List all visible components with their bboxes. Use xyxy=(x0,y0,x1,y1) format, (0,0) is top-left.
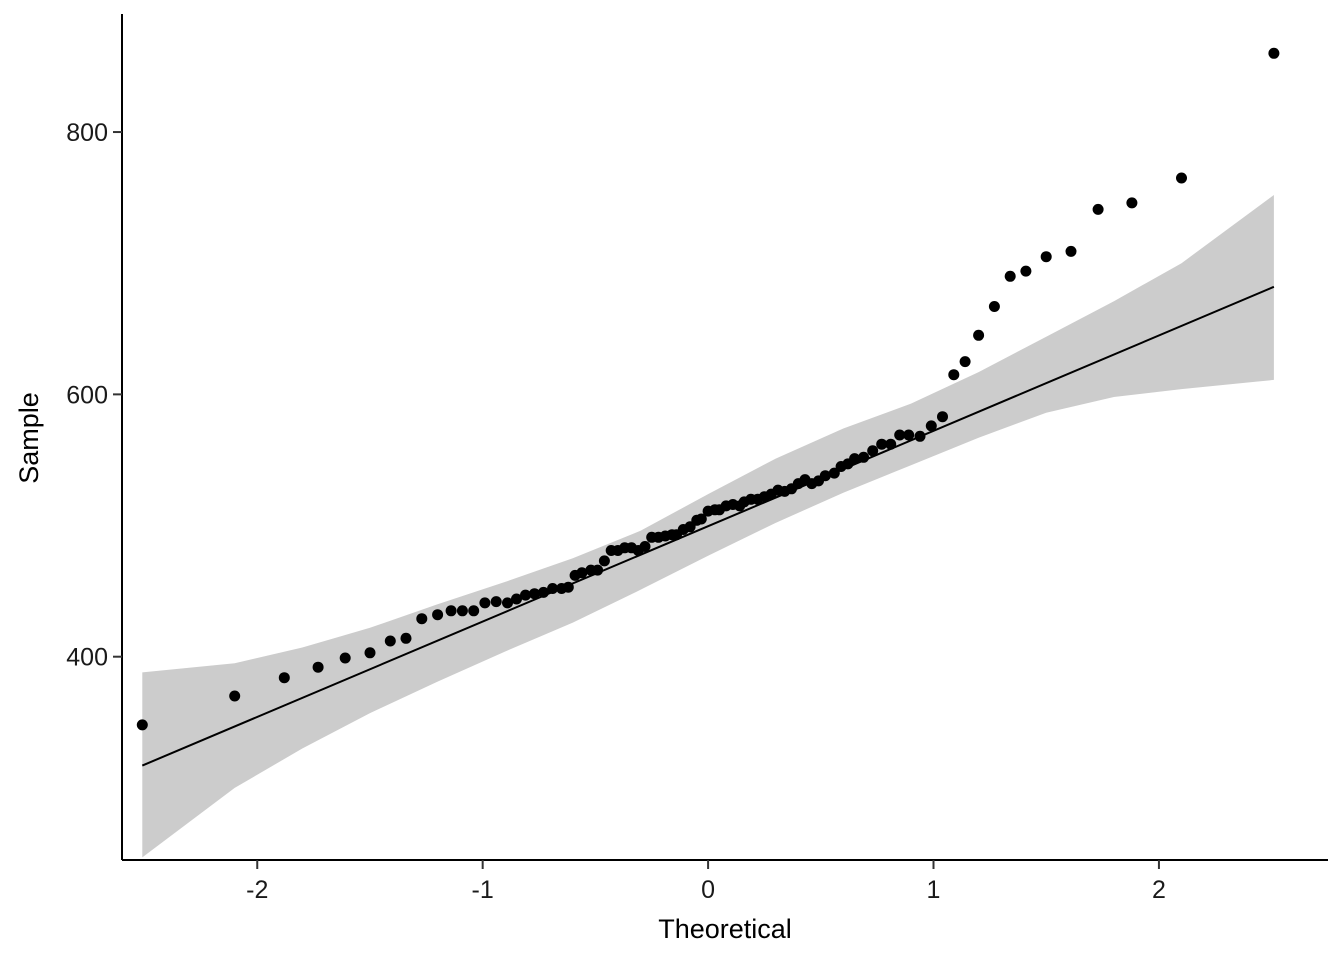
axes: -2 -1 0 1 2 400 600 800 xyxy=(66,14,1328,904)
x-axis-title: Theoretical xyxy=(658,914,792,944)
data-point xyxy=(1020,265,1032,277)
data-point xyxy=(384,635,396,647)
data-point xyxy=(562,581,574,593)
data-point xyxy=(925,420,937,432)
data-point xyxy=(229,690,241,702)
data-point xyxy=(1268,47,1280,59)
data-point xyxy=(1004,270,1016,282)
data-point xyxy=(520,589,531,601)
data-point xyxy=(903,429,915,441)
data-point xyxy=(819,470,831,482)
data-point xyxy=(914,430,926,442)
data-point xyxy=(547,583,559,594)
data-point xyxy=(598,555,610,567)
x-tick-label: 1 xyxy=(927,876,941,904)
y-tick-label: 800 xyxy=(66,119,108,147)
data-point xyxy=(695,513,707,525)
data-point xyxy=(445,605,457,617)
data-point xyxy=(858,451,870,463)
plot-area xyxy=(136,47,1280,858)
data-point xyxy=(849,453,861,465)
data-point xyxy=(278,672,290,684)
data-point xyxy=(400,632,412,644)
x-tick-label: -1 xyxy=(472,876,494,904)
data-point xyxy=(1092,203,1104,215)
data-point xyxy=(364,647,376,659)
data-point xyxy=(1176,172,1187,184)
data-point xyxy=(456,605,468,617)
y-tick-label: 600 xyxy=(66,381,108,409)
data-point xyxy=(479,597,491,609)
data-point xyxy=(1040,251,1052,263)
data-point xyxy=(576,567,588,579)
data-point xyxy=(1126,197,1138,209)
y-tick-label: 400 xyxy=(66,644,108,672)
data-point xyxy=(339,652,351,664)
y-axis-title: Sample xyxy=(14,392,44,484)
data-point xyxy=(502,597,513,609)
data-point xyxy=(937,411,948,423)
x-tick-label: 0 xyxy=(701,876,715,904)
data-point xyxy=(312,661,324,673)
data-point xyxy=(959,356,971,368)
data-point xyxy=(948,369,960,381)
data-point xyxy=(988,301,1000,312)
x-tick-label: -2 xyxy=(246,876,268,904)
data-point xyxy=(538,586,549,598)
data-point xyxy=(432,609,444,621)
data-point xyxy=(468,605,480,617)
data-point xyxy=(592,564,604,576)
reference-line xyxy=(141,285,1275,767)
data-point xyxy=(416,613,428,625)
data-point xyxy=(894,429,906,441)
data-point xyxy=(885,438,897,450)
data-point xyxy=(867,445,879,457)
data-point xyxy=(529,588,540,600)
data-point xyxy=(511,593,522,605)
data-point xyxy=(973,329,985,341)
data-point xyxy=(490,596,502,608)
x-tick-label: 2 xyxy=(1152,876,1166,904)
data-point xyxy=(828,467,840,479)
data-point xyxy=(136,719,148,731)
data-point xyxy=(876,438,888,450)
data-point xyxy=(639,541,651,552)
data-point xyxy=(1065,245,1077,257)
